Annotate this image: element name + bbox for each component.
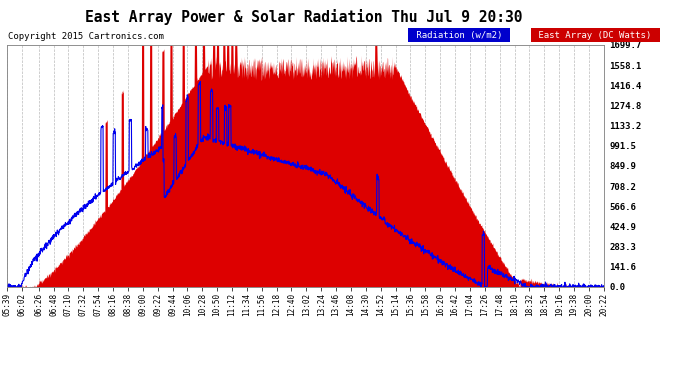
Text: Radiation (w/m2): Radiation (w/m2) (411, 31, 507, 40)
Text: Copyright 2015 Cartronics.com: Copyright 2015 Cartronics.com (8, 32, 164, 41)
Text: East Array (DC Watts): East Array (DC Watts) (533, 31, 657, 40)
Text: East Array Power & Solar Radiation Thu Jul 9 20:30: East Array Power & Solar Radiation Thu J… (85, 9, 522, 26)
